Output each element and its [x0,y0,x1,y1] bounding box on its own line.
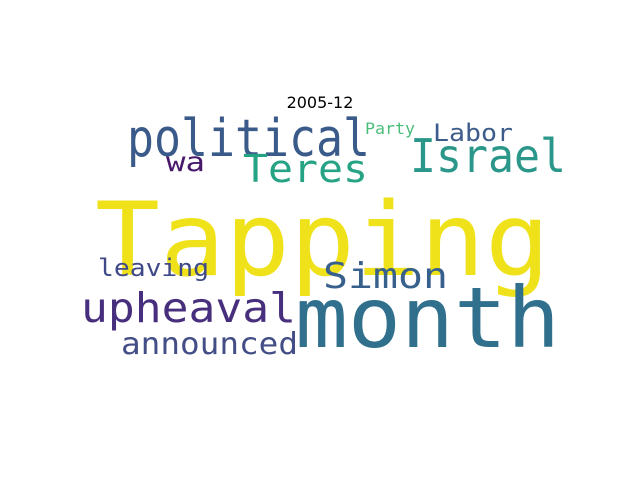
word-month: month [295,269,560,367]
word-simon: Simon [323,256,448,297]
word-labor: Labor [433,119,513,147]
word-israel: Israel [410,129,566,183]
word-leaving: leaving [98,254,209,282]
word-tapping: Tapping [95,181,550,300]
word-announced: announced [121,327,298,362]
figure-title: 2005-12 [286,93,354,112]
word-teres: Teres [243,147,368,191]
word-party: Party [365,119,415,138]
word-political: political [127,109,370,169]
word-wa: wa [166,147,205,178]
word-upheaval: upheaval [81,284,296,332]
